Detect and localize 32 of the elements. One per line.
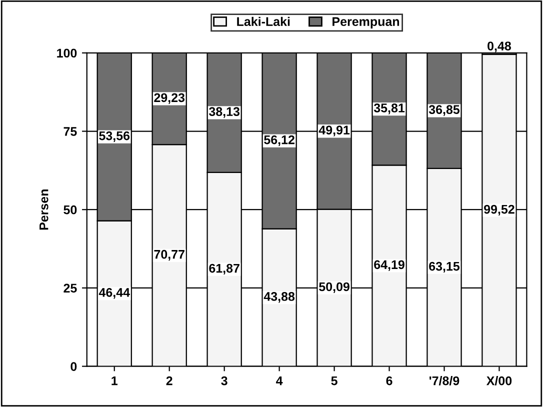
y-tick-label: 100 bbox=[57, 48, 77, 58]
y-tick-label: 75 bbox=[64, 127, 77, 136]
data-label: 0,48 bbox=[488, 42, 512, 52]
data-label: 46,44 bbox=[98, 288, 130, 299]
data-label: 56,12 bbox=[264, 135, 294, 146]
x-tick-label: 5 bbox=[331, 376, 338, 386]
data-label: 53,56 bbox=[99, 131, 130, 142]
x-tick-label: '7/8/9 bbox=[430, 376, 460, 386]
data-label: 61,87 bbox=[209, 264, 240, 275]
data-label: 99,52 bbox=[484, 204, 514, 216]
data-label: 64,19 bbox=[374, 260, 404, 271]
data-label: 63,15 bbox=[429, 262, 460, 273]
data-label: 35,81 bbox=[374, 104, 405, 114]
y-tick-label: 0 bbox=[70, 362, 77, 371]
data-label: 70,77 bbox=[154, 250, 184, 261]
x-tick-label: 3 bbox=[221, 376, 228, 386]
x-tick-label: 1 bbox=[112, 376, 118, 386]
y-tick-label: 25 bbox=[64, 284, 77, 293]
y-tick-label: 50 bbox=[64, 205, 77, 214]
x-tick-label: 6 bbox=[386, 376, 392, 386]
legend-label: Perempuan bbox=[332, 17, 400, 28]
data-label: 49,91 bbox=[318, 126, 350, 136]
x-tick-label: X/00 bbox=[486, 376, 512, 386]
data-label: 38,13 bbox=[208, 107, 240, 118]
x-tick-label: 2 bbox=[166, 376, 172, 386]
data-label: 50,09 bbox=[319, 282, 350, 293]
data-label: 43,88 bbox=[264, 292, 295, 303]
data-label: 29,23 bbox=[154, 93, 185, 104]
x-tick-label: 4 bbox=[276, 376, 283, 386]
legend-label: Laki-Laki bbox=[237, 16, 290, 26]
data-label: 36,85 bbox=[428, 105, 460, 116]
y-axis-title: Persen bbox=[40, 190, 48, 230]
